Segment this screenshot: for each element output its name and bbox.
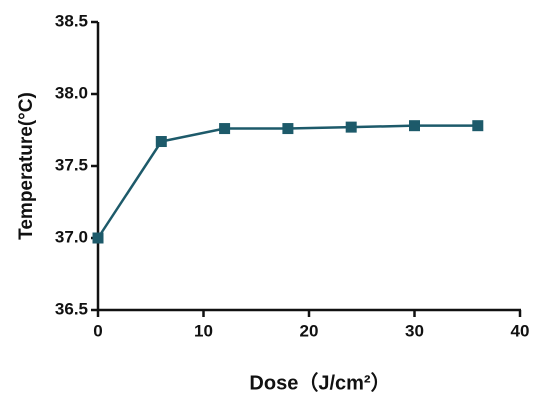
x-tick-label: 30 <box>405 321 424 340</box>
marker <box>282 123 294 135</box>
x-tick-label: 20 <box>300 321 319 340</box>
x-tick-label: 10 <box>194 321 213 340</box>
line <box>96 124 478 239</box>
marker <box>409 120 420 132</box>
y-tick-label: 36.5 <box>55 299 88 318</box>
marker <box>219 123 231 135</box>
marker <box>345 121 357 133</box>
x-tick-label: 0 <box>93 321 102 340</box>
x-axis-label: Dose（J/cm²） <box>249 371 390 394</box>
marker <box>92 232 104 244</box>
y-tick-label: 37.5 <box>55 155 88 174</box>
y-tick-label: 37.0 <box>55 227 88 246</box>
marker <box>155 136 167 148</box>
y-axis-label: Temperature(°C) <box>16 92 37 240</box>
y-tick-label: 38.0 <box>55 83 88 102</box>
y-tick-label: 38.5 <box>55 11 88 30</box>
x-tick-label: 40 <box>511 321 530 340</box>
marker <box>472 120 484 132</box>
